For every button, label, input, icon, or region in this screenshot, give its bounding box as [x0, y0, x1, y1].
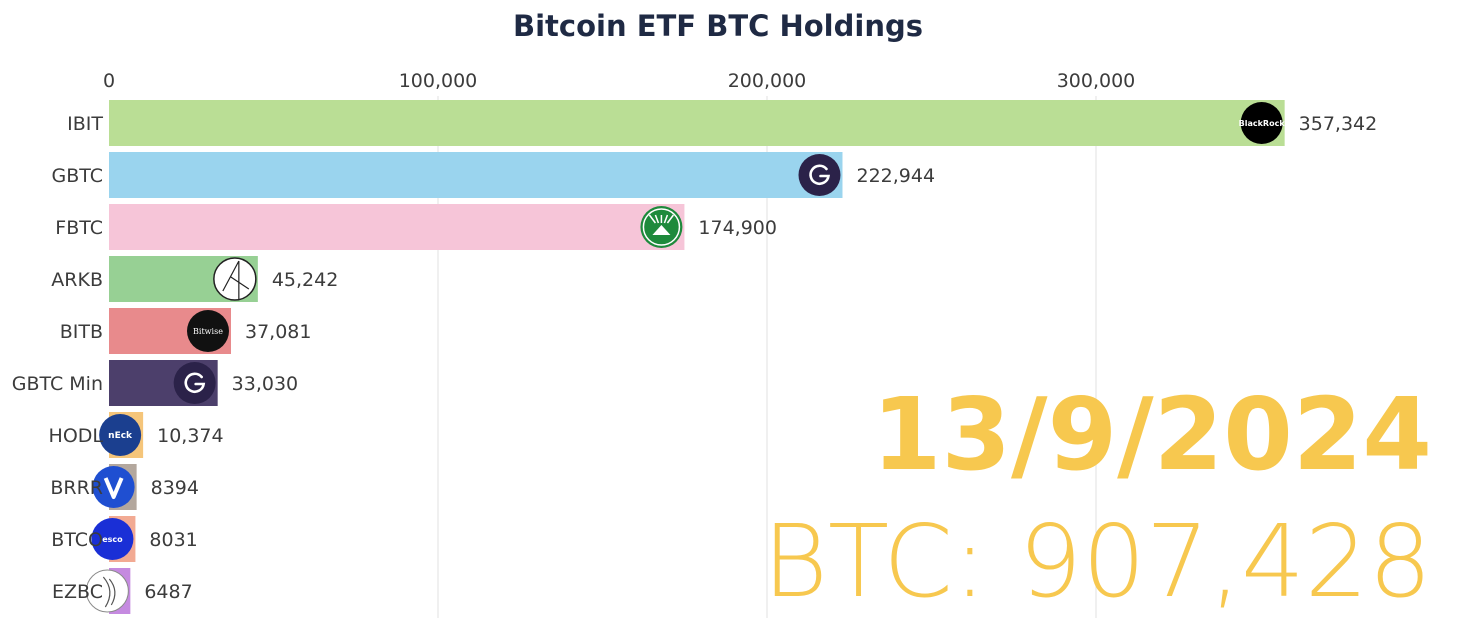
value-label: 222,944: [856, 165, 935, 187]
grayscale-logo-icon: [798, 154, 841, 196]
bar-row: GBTC Min 33,030: [12, 360, 298, 406]
x-tick-label: 100,000: [399, 70, 478, 92]
x-axis-ticks: 0 100,000 200,000 300,000: [103, 70, 1135, 92]
grayscale-logo-icon: [173, 362, 216, 404]
vaneck-logo-icon: nEck: [99, 414, 142, 456]
category-label: GBTC Min: [12, 373, 103, 395]
franklin-logo-icon: [85, 569, 129, 613]
invesco-logo-icon: esco: [91, 518, 134, 560]
value-label: 357,342: [1299, 113, 1378, 135]
x-tick-label: 0: [103, 70, 115, 92]
category-label: ARKB: [51, 269, 103, 291]
logo-text: esco: [102, 535, 123, 544]
value-label: 45,242: [272, 269, 338, 291]
bar-row: EZBC 6487: [52, 568, 193, 614]
x-tick-label: 300,000: [1057, 70, 1136, 92]
bar-row: Bitwise BITB 37,081: [60, 308, 311, 354]
category-label: EZBC: [52, 581, 103, 603]
category-label: BTCO: [51, 529, 103, 551]
value-label: 174,900: [698, 217, 777, 239]
bar: [109, 152, 843, 198]
fidelity-logo-icon: [640, 206, 683, 248]
bar-row: GBTC 222,944: [51, 152, 935, 198]
value-label: 8031: [149, 529, 197, 551]
logo-text: nEck: [108, 431, 133, 441]
bar-row: FBTC 174,900: [55, 204, 777, 250]
bar-series: BlackRock IBIT 357,342 GBTC 222,944 FBTC 174,9…: [12, 100, 1377, 614]
value-label: 6487: [144, 581, 192, 603]
logo-text: Bitwise: [193, 327, 223, 336]
value-label: 37,081: [245, 321, 311, 343]
total-btc-label: BTC: 907,428: [762, 503, 1432, 620]
bar: [109, 204, 685, 250]
x-tick-label: 200,000: [728, 70, 807, 92]
bar-row: BlackRock IBIT 357,342: [67, 100, 1377, 146]
category-label: BRRR: [50, 477, 103, 499]
category-label: IBIT: [67, 113, 103, 135]
bar-row: BRRR 8394: [50, 464, 199, 510]
value-label: 10,374: [157, 425, 223, 447]
date-overlay: 13/9/2024 BTC: 907,428: [762, 376, 1432, 620]
value-label: 33,030: [232, 373, 298, 395]
chart-title: Bitcoin ETF BTC Holdings: [513, 9, 923, 43]
blackrock-logo-icon: BlackRock: [1239, 102, 1286, 144]
date-label: 13/9/2024: [872, 376, 1432, 493]
category-label: GBTC: [51, 165, 103, 187]
ark-logo-icon: [213, 257, 257, 301]
category-label: BITB: [60, 321, 103, 343]
logo-text: BlackRock: [1239, 119, 1286, 128]
category-label: HODL: [49, 425, 104, 447]
bar-row: ARKB 45,242: [51, 256, 338, 302]
category-label: FBTC: [55, 217, 103, 239]
bitwise-logo-icon: Bitwise: [186, 310, 229, 352]
bar-row: nEck HODL 10,374: [49, 412, 224, 458]
valkyrie-logo-icon: [92, 466, 135, 508]
value-label: 8394: [151, 477, 199, 499]
bar: [109, 100, 1285, 146]
